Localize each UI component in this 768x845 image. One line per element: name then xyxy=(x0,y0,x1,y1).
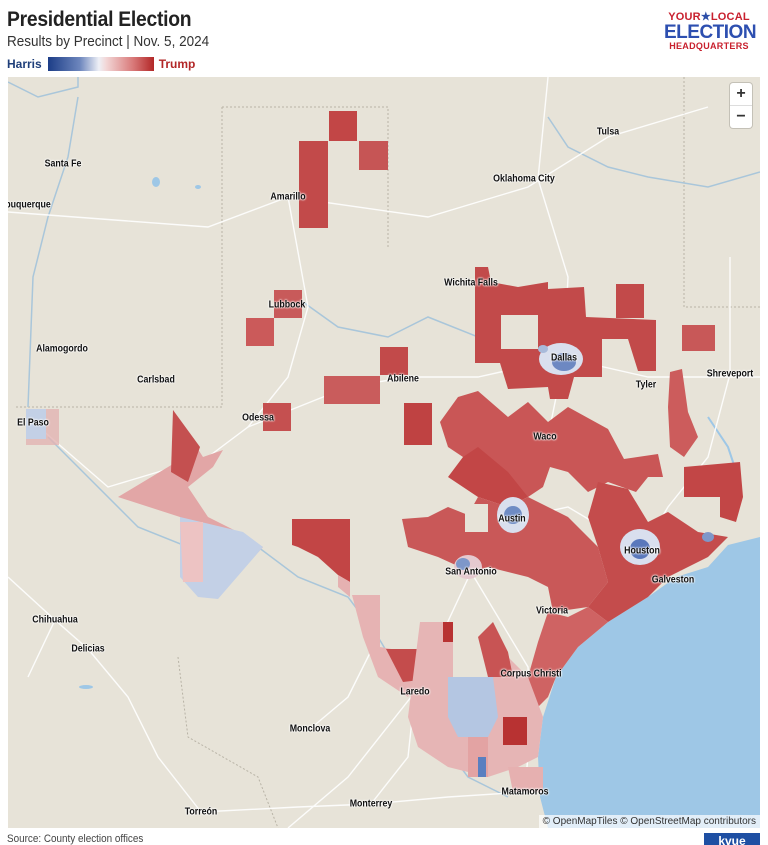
logo-text: HEADQUARTERS xyxy=(669,41,749,51)
city-label: Tulsa xyxy=(596,126,620,138)
city-label: Houston xyxy=(624,545,660,557)
city-label: Galveston xyxy=(651,574,695,586)
city-label: Laredo xyxy=(400,686,430,698)
city-label: Oklahoma City xyxy=(493,173,555,185)
logo-text: LOCAL xyxy=(710,11,750,23)
legend-harris-label: Harris xyxy=(7,57,42,71)
city-label: Corpus Christi xyxy=(500,668,562,680)
city-label: Wichita Falls xyxy=(444,277,498,289)
page-subtitle: Results by Precinct | Nov. 5, 2024 xyxy=(7,33,210,50)
election-map[interactable]: Santa Fe buquerque Amarillo Tulsa Oklaho… xyxy=(8,77,760,828)
kvue-logo: kvue xyxy=(704,833,760,845)
logo-text: ELECTION xyxy=(664,22,757,43)
map-attribution[interactable]: © OpenMapTiles © OpenStreetMap contribut… xyxy=(538,815,760,828)
map-canvas[interactable] xyxy=(8,77,760,828)
city-label: Abilene xyxy=(387,373,419,385)
zoom-out-button[interactable]: − xyxy=(730,105,752,128)
city-label: Chihuahua xyxy=(32,614,78,626)
city-label: Austin xyxy=(498,513,526,525)
zoom-control: + − xyxy=(730,83,752,128)
city-label: Monterrey xyxy=(349,798,393,810)
city-label: Alamogordo xyxy=(36,343,88,355)
page-title: Presidential Election xyxy=(7,8,192,31)
city-label: San Antonio xyxy=(445,566,497,578)
city-label: Dallas xyxy=(551,352,577,364)
source-note: Source: County election offices xyxy=(7,833,144,845)
city-label: Amarillo xyxy=(270,191,306,203)
city-label: Torreón xyxy=(184,806,218,818)
election-hq-logo: YOUR★LOCAL ELECTION HEADQUARTERS xyxy=(664,11,757,51)
city-label: Odessa xyxy=(242,412,274,424)
city-label: Santa Fe xyxy=(44,158,82,170)
city-label: buquerque xyxy=(8,199,51,211)
star-icon: ★ xyxy=(700,11,711,23)
city-label: Carlsbad xyxy=(137,374,175,386)
legend-gradient-bar xyxy=(47,57,154,71)
zoom-in-button[interactable]: + xyxy=(736,85,746,102)
city-label: Shreveport xyxy=(706,368,754,380)
color-legend: Harris Trump xyxy=(7,56,195,72)
city-label: Lubbock xyxy=(268,299,306,311)
logo-text: YOUR xyxy=(668,11,701,23)
city-label: Delicias xyxy=(71,643,105,655)
city-label: Victoria xyxy=(535,605,569,617)
city-label: Monclova xyxy=(289,723,331,735)
legend-trump-label: Trump xyxy=(158,57,196,71)
city-label: El Paso xyxy=(17,417,49,429)
city-label: Matamoros xyxy=(501,786,549,798)
city-label: Waco xyxy=(533,431,557,443)
gulf-water xyxy=(538,537,760,828)
city-label: Tyler xyxy=(635,379,657,391)
